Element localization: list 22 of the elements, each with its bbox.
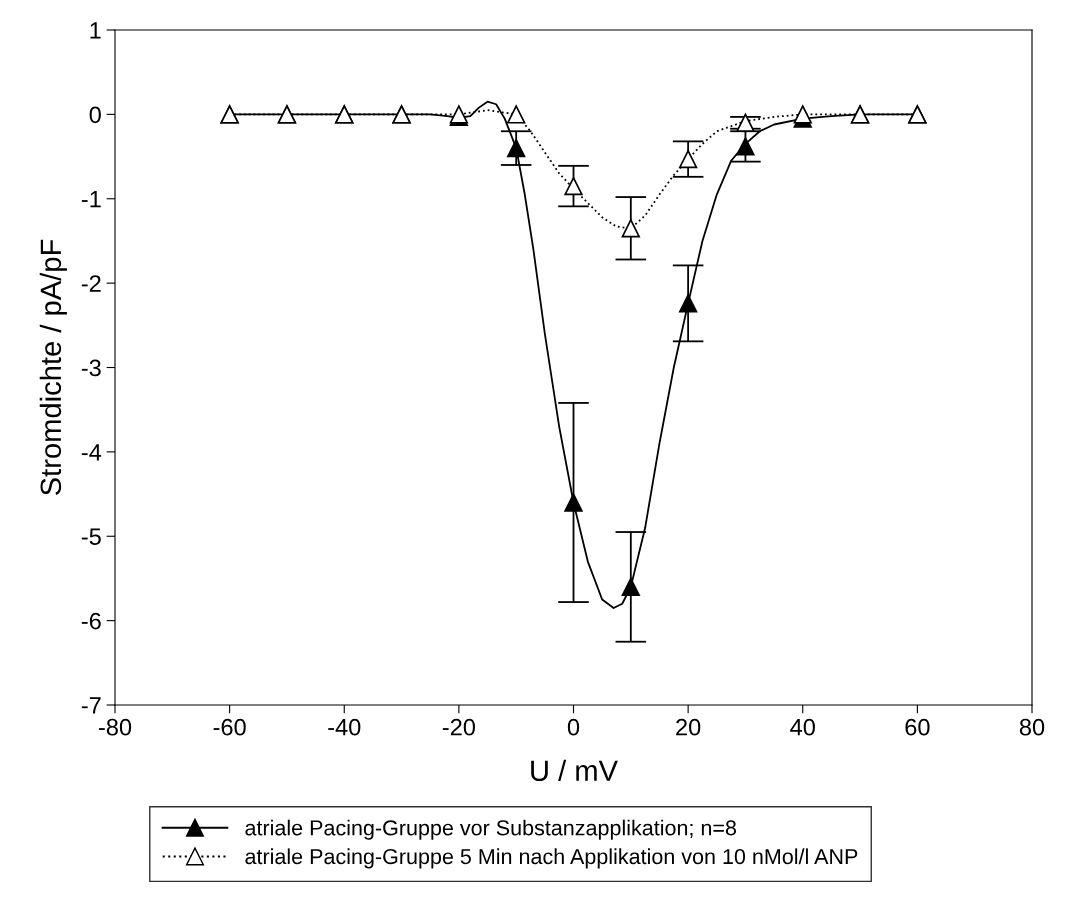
y-tick-label: -5 [81,528,101,546]
y-axis-title: Stromdichte / pA/pF [39,239,67,496]
x-tick-label: -80 [98,718,132,736]
legend-label: atriale Pacing-Gruppe 5 Min nach Applikation von 10 nMol/l ANP [245,848,858,869]
y-tick-label: -3 [81,359,101,377]
x-tick-label: -20 [442,718,476,736]
x-tick-label: -60 [213,718,246,736]
y-tick-label: -2 [81,275,101,292]
y-tick-label: 0 [89,106,101,124]
y-tick-label: -1 [81,191,101,208]
x-axis-title: U / mV [531,759,618,782]
y-tick-label: -6 [81,612,101,630]
x-tick-label: 40 [790,718,815,736]
x-tick-label: 80 [1019,718,1045,736]
y-tick-label: -4 [81,444,102,461]
y-tick-label: 1 [90,22,101,39]
x-tick-label: 0 [567,718,580,736]
x-tick-label: 20 [676,718,701,736]
x-tick-label: -40 [328,718,361,736]
legend-label: atriale Pacing-Gruppe vor Substanzapplikation; n=8 [245,819,736,840]
y-tick-label: -7 [81,697,101,714]
x-tick-label: 60 [905,718,930,736]
